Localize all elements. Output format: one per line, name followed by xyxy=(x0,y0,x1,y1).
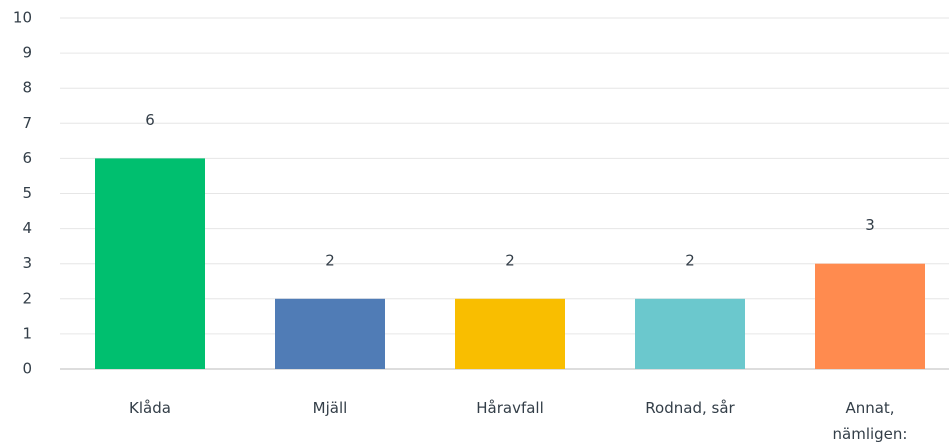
bar xyxy=(635,298,745,369)
y-tick-label: 1 xyxy=(22,324,32,342)
bar xyxy=(275,298,385,369)
y-tick-label: 10 xyxy=(13,9,32,27)
y-tick-label: 0 xyxy=(22,360,32,378)
value-label: 2 xyxy=(325,251,335,269)
x-tick-label: Rodnad, sår xyxy=(645,399,735,417)
bar xyxy=(815,263,925,369)
value-label: 2 xyxy=(685,251,695,269)
value-label: 2 xyxy=(505,251,515,269)
y-tick-label: 3 xyxy=(22,254,32,272)
y-tick-label: 9 xyxy=(22,44,32,62)
bar xyxy=(95,158,205,369)
y-tick-label: 4 xyxy=(22,219,32,237)
x-tick-label: Håravfall xyxy=(476,399,544,417)
y-tick-label: 7 xyxy=(22,114,32,132)
y-tick-label: 8 xyxy=(22,79,32,97)
y-tick-label: 6 xyxy=(22,149,32,167)
y-tick-label: 2 xyxy=(22,289,32,307)
x-tick-label: Mjäll xyxy=(312,399,348,417)
y-tick-label: 5 xyxy=(22,184,32,202)
value-label: 3 xyxy=(865,216,875,234)
x-tick-label: Klåda xyxy=(129,399,171,417)
bar xyxy=(455,298,565,369)
value-label: 6 xyxy=(145,111,155,129)
x-tick-label: Annat, nämligen: xyxy=(832,399,908,443)
